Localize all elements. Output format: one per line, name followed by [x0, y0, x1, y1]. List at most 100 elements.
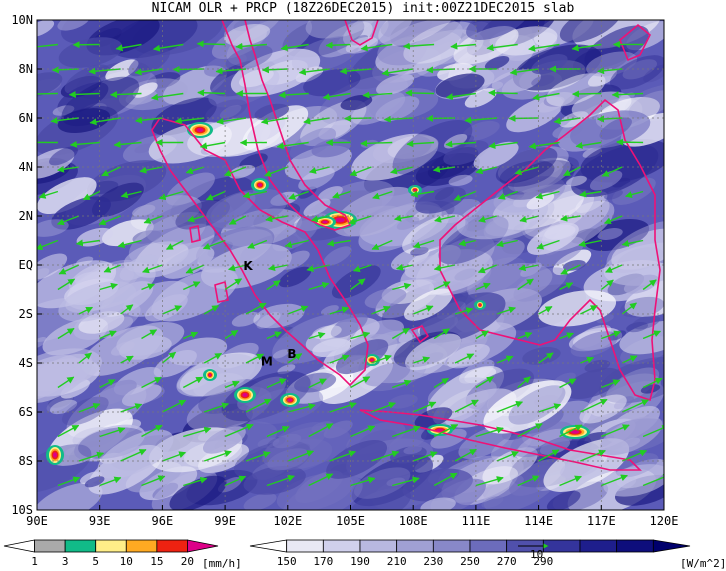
- wind-vector: [488, 89, 518, 97]
- wind-vector: [203, 402, 230, 413]
- wind-vector: [247, 239, 268, 249]
- wind-vector: [445, 92, 476, 101]
- lat-tick-label: 4N: [19, 160, 33, 174]
- precip-colorbar-label: 10: [120, 555, 133, 568]
- olr-patch: [102, 219, 154, 247]
- olr-patch: [221, 371, 311, 422]
- olr-colorbar-swatch: [616, 539, 654, 553]
- wind-vector: [260, 117, 288, 125]
- wind-vector: [152, 43, 184, 52]
- wind-vector: [535, 190, 560, 200]
- olr-patch: [415, 186, 466, 214]
- wind-vector: [433, 281, 451, 291]
- wind-vector: [538, 352, 554, 364]
- olr-patch: [510, 421, 575, 458]
- olr-patch: [318, 120, 352, 140]
- olr-patch: [537, 290, 617, 327]
- wind-vector: [99, 476, 122, 487]
- olr-patch: [598, 356, 664, 404]
- lon-tick-label: 102E: [273, 514, 302, 528]
- olr-patch: [116, 321, 185, 356]
- wind-vector: [571, 43, 602, 52]
- wind-vector: [496, 239, 518, 248]
- wind-vector: [488, 141, 518, 150]
- wind-vector: [322, 92, 351, 101]
- wind-vector: [265, 215, 288, 223]
- wind-vector: [517, 376, 531, 389]
- olr-colorbar-swatch: [286, 539, 324, 553]
- precipitation-colorbar: 1 3 5 10 15 20: [3, 539, 219, 568]
- wind-vector: [454, 353, 475, 364]
- wind-vector: [78, 306, 94, 315]
- precip-cell-core: [208, 373, 212, 377]
- wind-vector: [224, 423, 254, 438]
- olr-patch: [61, 76, 140, 127]
- olr-patch: [230, 48, 321, 97]
- wind-vector: [454, 399, 479, 413]
- wind-vector: [350, 331, 371, 340]
- wind-vector: [142, 264, 163, 274]
- wind-vector: [642, 330, 662, 340]
- wind-vector: [371, 305, 391, 315]
- wind-vector: [268, 264, 288, 272]
- wind-vector: [453, 190, 477, 201]
- olr-patch: [52, 105, 75, 116]
- wind-vector: [464, 116, 497, 124]
- wind-vector: [458, 239, 477, 247]
- wind-vector: [475, 426, 504, 438]
- precip-colorbar-swatch: [125, 539, 158, 553]
- wind-vector: [183, 426, 212, 438]
- wind-vector: [496, 355, 514, 364]
- wind-vector: [38, 190, 59, 199]
- wind-vector: [410, 190, 435, 198]
- wind-vector: [185, 166, 205, 175]
- olr-patch: [157, 245, 189, 267]
- olr-patch: [430, 428, 467, 449]
- olr-patch: [462, 120, 500, 141]
- wind-vector: [532, 92, 560, 101]
- olr-patch: [483, 380, 572, 434]
- olr-patch: [267, 448, 310, 471]
- wind-vector: [426, 66, 456, 74]
- precip-cell-core: [258, 183, 262, 187]
- olr-patch: [134, 143, 153, 154]
- wind-vector: [350, 376, 371, 389]
- wind-vector: [405, 89, 435, 97]
- reference-vector: 10: [518, 543, 549, 561]
- wind-vector: [120, 403, 143, 413]
- wind-vector: [601, 166, 623, 177]
- wind-vector: [402, 42, 435, 50]
- wind-vector: [309, 166, 330, 174]
- olr-patch: [278, 266, 312, 288]
- precip-colorbar-label: 20: [181, 555, 194, 568]
- lon-tick-label: 111E: [461, 514, 490, 528]
- olr-patch: [224, 23, 271, 46]
- wind-vector: [372, 190, 393, 200]
- wind-vector: [454, 307, 474, 315]
- lat-tick-label: 6S: [19, 405, 33, 419]
- wind-vector: [433, 264, 456, 272]
- lat-tick-label: 8N: [19, 62, 33, 76]
- olr-patch: [50, 399, 78, 415]
- wind-vector: [139, 166, 163, 174]
- wind-vector: [350, 278, 366, 291]
- wind-vector: [203, 352, 223, 364]
- wind-vector: [266, 426, 290, 438]
- olr-patch: [603, 464, 664, 497]
- olr-patch: [294, 372, 337, 393]
- wind-vector: [580, 356, 595, 364]
- olr-patch: [145, 294, 188, 322]
- wind-vector: [517, 332, 533, 340]
- wind-vector: [120, 355, 134, 364]
- olr-colorbar-label: 250: [460, 555, 480, 568]
- precip-cell-core: [53, 452, 57, 458]
- wind-vector: [528, 43, 560, 52]
- wind-vector: [280, 43, 309, 52]
- olr-patch: [46, 394, 74, 412]
- olr-patch: [105, 59, 139, 82]
- olr-patch: [323, 420, 353, 439]
- bangka-island-coastline: [410, 325, 430, 344]
- wind-vector: [563, 166, 581, 177]
- olr-patch: [282, 475, 363, 510]
